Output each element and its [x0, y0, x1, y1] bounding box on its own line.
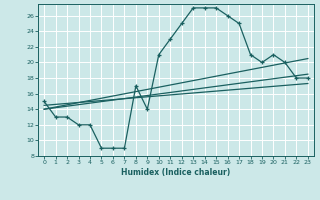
X-axis label: Humidex (Indice chaleur): Humidex (Indice chaleur) — [121, 168, 231, 177]
